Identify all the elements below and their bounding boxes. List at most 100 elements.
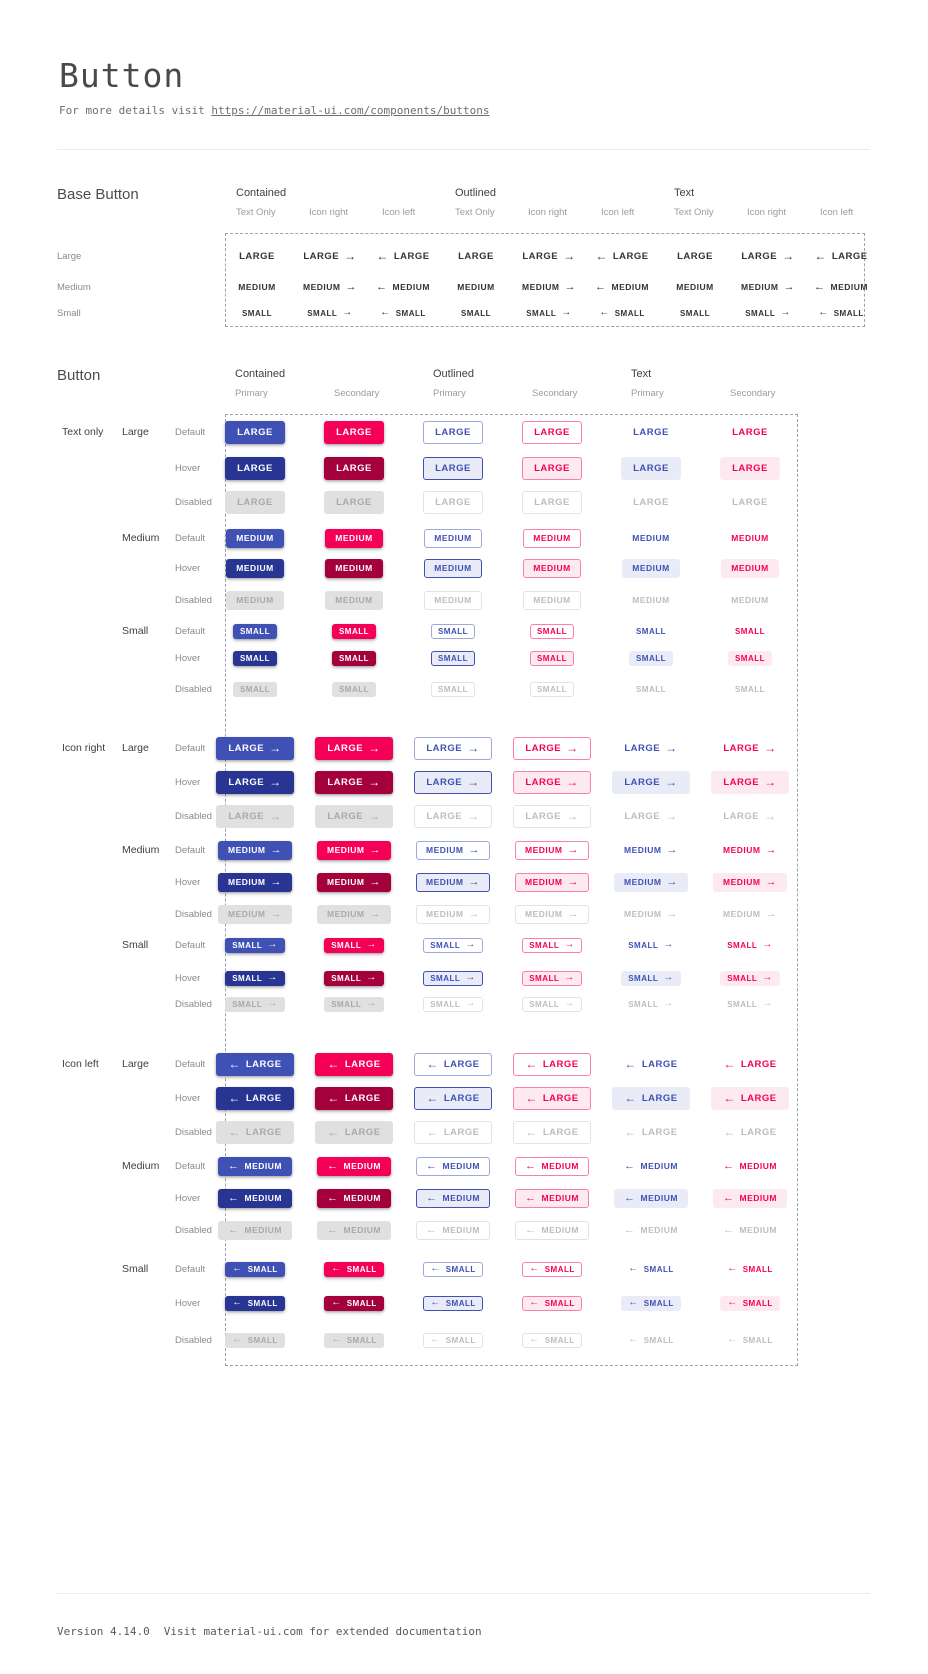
contained-primary-medium-disabled-button[interactable]: MEDIUM xyxy=(226,590,284,610)
outlined-secondary-large-hover-button[interactable]: LARGE xyxy=(522,456,582,480)
contained-primary-small-hover-button[interactable]: SMALL → xyxy=(225,970,285,986)
text-primary-large-default-button[interactable]: ← LARGE xyxy=(612,1053,689,1076)
contained-secondary-large-hover-button[interactable]: LARGE → xyxy=(315,770,393,794)
base-contained-icon-left-large-button[interactable]: ← LARGE xyxy=(364,245,441,268)
contained-secondary-large-disabled-button[interactable]: ← LARGE xyxy=(315,1120,393,1144)
contained-secondary-medium-disabled-button[interactable]: ← MEDIUM xyxy=(317,1220,391,1240)
outlined-secondary-large-default-button[interactable]: LARGE xyxy=(522,420,582,444)
contained-secondary-small-default-button[interactable]: SMALL → xyxy=(324,937,384,953)
base-outlined-text-only-large-button[interactable]: LARGE xyxy=(446,245,506,268)
contained-secondary-small-default-button[interactable]: SMALL xyxy=(331,623,377,639)
outlined-secondary-medium-disabled-button[interactable]: ← MEDIUM xyxy=(515,1220,589,1240)
base-text-icon-left-large-button[interactable]: ← LARGE xyxy=(802,245,879,268)
text-secondary-medium-default-button[interactable]: MEDIUM → xyxy=(713,841,787,860)
base-contained-text-only-medium-button[interactable]: MEDIUM xyxy=(228,278,285,297)
outlined-primary-small-hover-button[interactable]: SMALL → xyxy=(423,970,483,986)
text-primary-small-default-button[interactable]: SMALL xyxy=(629,624,673,639)
text-secondary-large-hover-button[interactable]: ← LARGE xyxy=(711,1086,789,1110)
text-secondary-small-default-button[interactable]: SMALL → xyxy=(720,938,780,953)
contained-primary-medium-hover-button[interactable]: ← MEDIUM xyxy=(218,1188,292,1208)
outlined-primary-small-default-button[interactable]: SMALL → xyxy=(423,937,483,953)
text-secondary-medium-default-button[interactable]: ← MEDIUM xyxy=(713,1157,787,1176)
base-outlined-icon-right-small-button[interactable]: SMALL → xyxy=(519,306,579,321)
outlined-secondary-large-default-button[interactable]: LARGE → xyxy=(513,736,591,760)
text-primary-large-default-button[interactable]: LARGE → xyxy=(612,737,689,760)
outlined-primary-medium-hover-button[interactable]: MEDIUM xyxy=(424,558,482,578)
outlined-secondary-small-hover-button[interactable]: ← SMALL xyxy=(522,1295,582,1311)
outlined-secondary-medium-default-button[interactable]: MEDIUM xyxy=(523,528,581,548)
outlined-secondary-medium-default-button[interactable]: ← MEDIUM xyxy=(515,1156,589,1176)
outlined-primary-large-default-button[interactable]: ← LARGE xyxy=(414,1052,492,1076)
contained-primary-small-hover-button[interactable]: ← SMALL xyxy=(225,1295,285,1311)
text-secondary-small-default-button[interactable]: SMALL xyxy=(728,624,772,639)
contained-secondary-large-hover-button[interactable]: ← LARGE xyxy=(315,1086,393,1110)
outlined-secondary-large-disabled-button[interactable]: LARGE → xyxy=(513,804,591,828)
contained-secondary-small-default-button[interactable]: ← SMALL xyxy=(324,1261,384,1277)
outlined-primary-medium-hover-button[interactable]: MEDIUM → xyxy=(416,872,490,892)
outlined-secondary-small-default-button[interactable]: SMALL xyxy=(529,623,575,639)
text-secondary-small-disabled-button[interactable]: ← SMALL xyxy=(720,1333,780,1348)
outlined-secondary-medium-hover-button[interactable]: ← MEDIUM xyxy=(515,1188,589,1208)
base-text-text-only-medium-button[interactable]: MEDIUM xyxy=(666,278,723,297)
outlined-secondary-large-disabled-button[interactable]: LARGE xyxy=(522,490,582,514)
contained-secondary-small-disabled-button[interactable]: SMALL → xyxy=(324,996,384,1012)
text-primary-small-default-button[interactable]: ← SMALL xyxy=(621,1262,681,1277)
contained-secondary-medium-disabled-button[interactable]: MEDIUM → xyxy=(317,904,391,924)
outlined-primary-large-hover-button[interactable]: LARGE xyxy=(423,456,483,480)
text-secondary-small-hover-button[interactable]: ← SMALL xyxy=(720,1295,780,1311)
contained-primary-medium-disabled-button[interactable]: MEDIUM → xyxy=(218,904,292,924)
text-primary-small-default-button[interactable]: SMALL → xyxy=(621,938,681,953)
outlined-primary-large-default-button[interactable]: LARGE xyxy=(423,420,483,444)
contained-secondary-medium-default-button[interactable]: MEDIUM xyxy=(325,528,383,548)
contained-primary-small-hover-button[interactable]: SMALL xyxy=(232,650,278,666)
text-primary-medium-disabled-button[interactable]: MEDIUM xyxy=(622,591,679,610)
contained-primary-large-hover-button[interactable]: ← LARGE xyxy=(216,1086,294,1110)
text-secondary-large-hover-button[interactable]: LARGE xyxy=(720,456,780,480)
base-outlined-icon-left-medium-button[interactable]: ← MEDIUM xyxy=(585,278,659,297)
contained-secondary-large-default-button[interactable]: ← LARGE xyxy=(315,1052,393,1076)
base-outlined-icon-right-large-button[interactable]: LARGE → xyxy=(510,245,587,268)
outlined-secondary-medium-default-button[interactable]: MEDIUM → xyxy=(515,840,589,860)
outlined-primary-medium-hover-button[interactable]: ← MEDIUM xyxy=(416,1188,490,1208)
outlined-secondary-large-hover-button[interactable]: LARGE → xyxy=(513,770,591,794)
text-primary-small-disabled-button[interactable]: SMALL xyxy=(629,682,673,697)
contained-primary-medium-default-button[interactable]: ← MEDIUM xyxy=(218,1156,292,1176)
docs-link[interactable]: https://material-ui.com/components/butto… xyxy=(211,104,490,117)
text-secondary-small-hover-button[interactable]: SMALL xyxy=(727,650,773,666)
outlined-primary-small-hover-button[interactable]: ← SMALL xyxy=(423,1295,483,1311)
contained-primary-large-default-button[interactable]: LARGE → xyxy=(216,736,294,760)
text-primary-large-disabled-button[interactable]: LARGE xyxy=(621,491,681,514)
outlined-secondary-small-disabled-button[interactable]: ← SMALL xyxy=(522,1332,582,1348)
contained-secondary-large-disabled-button[interactable]: LARGE → xyxy=(315,804,393,828)
contained-primary-large-disabled-button[interactable]: ← LARGE xyxy=(216,1120,294,1144)
contained-secondary-small-hover-button[interactable]: SMALL xyxy=(331,650,377,666)
text-primary-medium-hover-button[interactable]: ← MEDIUM xyxy=(614,1188,688,1208)
base-outlined-icon-left-small-button[interactable]: ← SMALL xyxy=(592,306,652,321)
outlined-primary-medium-disabled-button[interactable]: MEDIUM xyxy=(424,590,482,610)
text-primary-medium-default-button[interactable]: MEDIUM → xyxy=(614,841,688,860)
outlined-primary-large-disabled-button[interactable]: LARGE → xyxy=(414,804,492,828)
outlined-primary-small-disabled-button[interactable]: SMALL → xyxy=(423,996,483,1012)
text-secondary-large-default-button[interactable]: LARGE xyxy=(720,421,780,444)
contained-primary-medium-default-button[interactable]: MEDIUM xyxy=(226,528,284,548)
text-primary-medium-default-button[interactable]: MEDIUM xyxy=(622,529,679,548)
text-secondary-large-disabled-button[interactable]: LARGE xyxy=(720,491,780,514)
outlined-primary-medium-default-button[interactable]: MEDIUM xyxy=(424,528,482,548)
base-contained-icon-right-large-button[interactable]: LARGE → xyxy=(291,245,368,268)
base-contained-text-only-small-button[interactable]: SMALL xyxy=(235,306,279,321)
contained-primary-large-default-button[interactable]: ← LARGE xyxy=(216,1052,294,1076)
outlined-primary-large-hover-button[interactable]: LARGE → xyxy=(414,770,492,794)
text-primary-small-hover-button[interactable]: ← SMALL xyxy=(621,1295,681,1311)
text-primary-medium-hover-button[interactable]: MEDIUM xyxy=(622,558,680,578)
contained-secondary-small-disabled-button[interactable]: SMALL xyxy=(331,681,377,697)
contained-primary-large-hover-button[interactable]: LARGE → xyxy=(216,770,294,794)
base-text-icon-left-medium-button[interactable]: ← MEDIUM xyxy=(804,278,878,297)
base-contained-icon-left-medium-button[interactable]: ← MEDIUM xyxy=(366,278,440,297)
text-secondary-large-disabled-button[interactable]: LARGE → xyxy=(711,805,788,828)
base-outlined-text-only-small-button[interactable]: SMALL xyxy=(454,306,498,321)
text-primary-medium-disabled-button[interactable]: ← MEDIUM xyxy=(614,1221,688,1240)
contained-primary-small-disabled-button[interactable]: ← SMALL xyxy=(225,1332,285,1348)
text-secondary-medium-default-button[interactable]: MEDIUM xyxy=(721,529,778,548)
text-primary-large-hover-button[interactable]: ← LARGE xyxy=(612,1086,690,1110)
contained-secondary-small-disabled-button[interactable]: ← SMALL xyxy=(324,1332,384,1348)
